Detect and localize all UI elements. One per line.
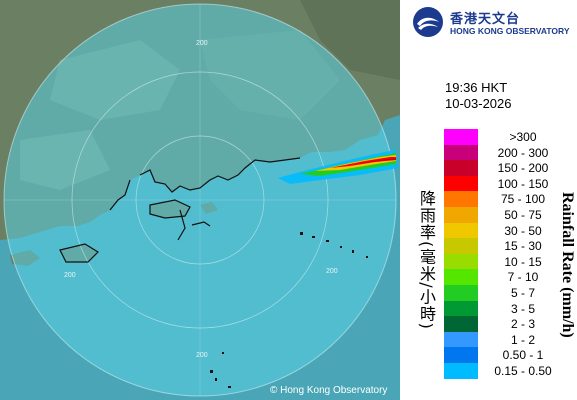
range-label-north: 200 <box>196 40 208 47</box>
logo-name-en: HONG KONG OBSERVATORY <box>450 26 570 36</box>
legend-label: 7 - 10 <box>507 270 539 285</box>
legend-label: 75 - 100 <box>500 192 546 207</box>
legend-swatch <box>444 253 478 270</box>
legend-label: 150 - 200 <box>497 161 549 176</box>
legend-swatch <box>444 300 478 317</box>
legend-label: 5 - 7 <box>510 285 535 300</box>
legend-swatch <box>444 347 478 363</box>
legend-label: 200 - 300 <box>497 145 549 160</box>
radar-map[interactable]: 200 200 200 200 © Hong Kong Observatory <box>0 0 400 400</box>
legend-title-en: Rainfall Rate (mm/h) <box>559 192 576 338</box>
legend-swatch <box>444 191 478 207</box>
legend-swatch <box>444 331 478 348</box>
legend-swatch <box>444 238 478 254</box>
range-label-south: 200 <box>196 352 208 359</box>
legend-label: 0.15 - 0.50 <box>494 363 552 378</box>
hko-logo-icon <box>413 7 443 37</box>
legend-swatch <box>444 222 478 239</box>
hko-logo[interactable]: 香港天文台 HONG KONG OBSERVATORY <box>412 6 572 40</box>
legend-label: 2 - 3 <box>510 317 535 332</box>
radar-range-circle <box>4 4 396 396</box>
logo-name-cn: 香港天文台 <box>450 12 521 27</box>
legend-swatch <box>444 144 478 161</box>
legend-swatch <box>444 206 478 223</box>
legend-label: 50 - 75 <box>504 207 542 222</box>
legend-swatch <box>444 269 478 285</box>
range-label-west: 200 <box>64 272 76 279</box>
timestamp-date: 10-03-2026 <box>445 96 512 111</box>
copyright-text: © Hong Kong Observatory <box>270 385 388 396</box>
timestamp-time: 19:36 HKT <box>445 80 508 95</box>
legend-panel: 香港天文台 HONG KONG OBSERVATORY 19:36 HKT 10… <box>400 0 577 400</box>
legend-label: 10 - 15 <box>504 254 542 269</box>
range-ring <box>71 71 329 329</box>
legend-label: 15 - 30 <box>504 239 542 254</box>
legend-swatch <box>444 175 478 192</box>
legend-label: 0.50 - 1 <box>502 348 544 363</box>
radar-map-graphic <box>0 0 400 400</box>
legend-label: 100 - 150 <box>497 176 549 191</box>
coastline <box>59 157 301 263</box>
legend-label: 30 - 50 <box>504 223 542 238</box>
legend-label: >300 <box>509 130 537 144</box>
legend-swatch <box>444 362 478 379</box>
legend-label: 1 - 2 <box>510 332 535 347</box>
legend-swatch <box>444 284 478 301</box>
offshore-islets <box>210 232 368 388</box>
legend-swatch <box>444 316 478 332</box>
rain-band <box>278 150 398 184</box>
legend-label: 3 - 5 <box>510 301 535 316</box>
legend-title-cn: 降雨率(毫米/小時) <box>417 190 436 330</box>
legend-swatch <box>444 129 478 145</box>
range-label-east: 200 <box>326 268 338 275</box>
legend-swatch <box>444 160 478 176</box>
